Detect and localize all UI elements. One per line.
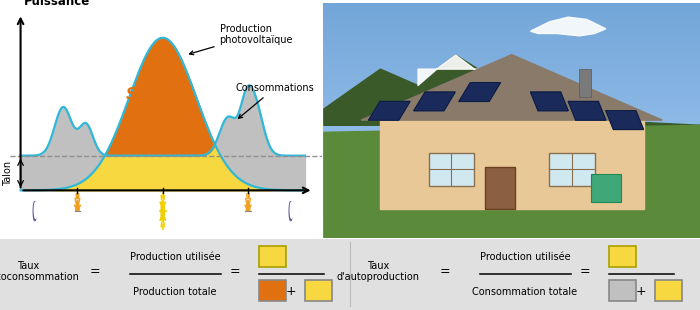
Polygon shape — [531, 17, 606, 36]
Polygon shape — [531, 92, 568, 111]
Text: Puissance: Puissance — [23, 0, 90, 8]
Polygon shape — [568, 101, 606, 120]
FancyBboxPatch shape — [259, 280, 286, 301]
Polygon shape — [33, 202, 36, 221]
FancyBboxPatch shape — [609, 246, 636, 267]
Text: +: + — [286, 285, 297, 298]
FancyBboxPatch shape — [485, 167, 515, 209]
Polygon shape — [361, 55, 662, 120]
Polygon shape — [459, 83, 500, 101]
Text: Production totale: Production totale — [133, 287, 217, 297]
Polygon shape — [34, 202, 37, 218]
Text: Surplus: Surplus — [126, 87, 191, 103]
FancyBboxPatch shape — [429, 153, 474, 186]
Text: Production
photovoltaïque: Production photovoltaïque — [190, 24, 293, 55]
Text: Consommations: Consommations — [235, 83, 314, 118]
Text: =: = — [229, 265, 240, 278]
Text: Taux
d'autoconsommation: Taux d'autoconsommation — [0, 261, 79, 282]
Text: +: + — [636, 285, 647, 298]
Polygon shape — [246, 201, 250, 211]
Polygon shape — [290, 202, 293, 218]
FancyBboxPatch shape — [305, 280, 332, 301]
Polygon shape — [76, 201, 79, 211]
Polygon shape — [414, 92, 455, 111]
Text: =: = — [89, 265, 100, 278]
Text: =: = — [579, 265, 590, 278]
Polygon shape — [606, 111, 643, 130]
Text: Taux
d'autoproduction: Taux d'autoproduction — [337, 261, 419, 282]
FancyBboxPatch shape — [655, 280, 682, 301]
Text: Consommation totale: Consommation totale — [473, 287, 578, 297]
Polygon shape — [289, 202, 293, 221]
Polygon shape — [161, 201, 164, 222]
FancyBboxPatch shape — [550, 153, 594, 186]
Text: =: = — [439, 265, 450, 278]
FancyBboxPatch shape — [580, 69, 591, 97]
Polygon shape — [380, 120, 643, 209]
FancyBboxPatch shape — [259, 246, 286, 267]
Text: Production utilisée: Production utilisée — [130, 251, 220, 262]
Text: Talon: Talon — [4, 161, 13, 186]
Text: Production utilisée: Production utilisée — [480, 251, 570, 262]
FancyBboxPatch shape — [609, 280, 636, 301]
Polygon shape — [369, 101, 410, 120]
FancyBboxPatch shape — [591, 174, 621, 202]
